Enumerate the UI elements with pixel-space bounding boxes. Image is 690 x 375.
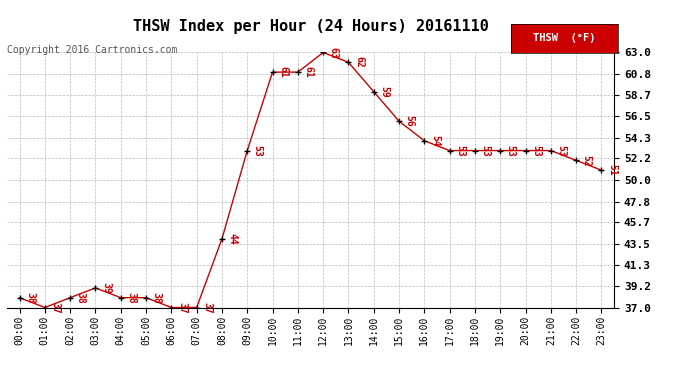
Text: 61: 61 [304, 66, 313, 78]
Text: 52: 52 [582, 154, 592, 166]
Text: 62: 62 [354, 56, 364, 68]
Text: 38: 38 [76, 292, 86, 304]
Text: 39: 39 [101, 282, 111, 294]
Text: THSW Index per Hour (24 Hours) 20161110: THSW Index per Hour (24 Hours) 20161110 [132, 19, 489, 34]
Text: 53: 53 [506, 145, 516, 156]
Text: 53: 53 [531, 145, 541, 156]
Text: 53: 53 [253, 145, 263, 156]
Text: 37: 37 [177, 302, 187, 313]
Text: 44: 44 [228, 233, 237, 245]
Text: 53: 53 [455, 145, 465, 156]
Text: THSW  (°F): THSW (°F) [533, 33, 595, 44]
Text: 37: 37 [50, 302, 61, 313]
Text: 53: 53 [556, 145, 566, 156]
Text: 63: 63 [328, 46, 339, 58]
Text: 38: 38 [126, 292, 137, 304]
Text: 51: 51 [607, 164, 617, 176]
Text: 54: 54 [430, 135, 440, 147]
Text: 38: 38 [152, 292, 161, 304]
Text: 61: 61 [278, 66, 288, 78]
Text: 53: 53 [480, 145, 491, 156]
Text: 37: 37 [202, 302, 213, 313]
Text: 38: 38 [25, 292, 35, 304]
Text: 56: 56 [404, 115, 415, 127]
Text: 59: 59 [380, 86, 389, 98]
Text: Copyright 2016 Cartronics.com: Copyright 2016 Cartronics.com [7, 45, 177, 55]
